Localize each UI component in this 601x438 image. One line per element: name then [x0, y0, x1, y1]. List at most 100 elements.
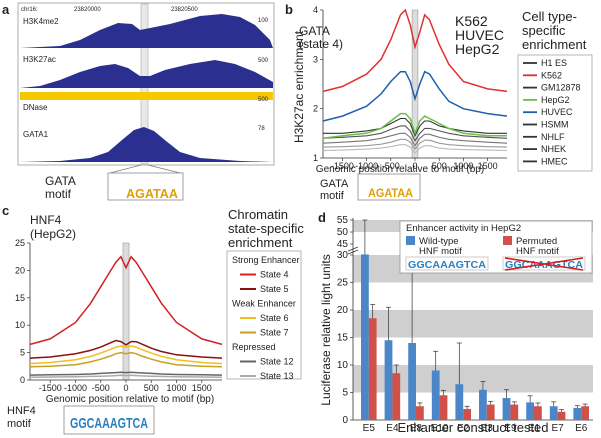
- panel-d-label: d: [318, 210, 326, 225]
- c-legend-header-3: Weak Enhancer: [232, 299, 296, 309]
- h3k4me2-track: [20, 14, 273, 48]
- d-bar-wt-e8: [408, 343, 416, 420]
- coord-right: 23820500: [171, 7, 198, 13]
- d-legend-wt-1: Wild-type: [419, 236, 459, 247]
- b-legend-label-7: NHEK: [541, 144, 566, 154]
- panel-b: b GATA (state 4) K562 HUVEC HepG2 H3K27a…: [285, 2, 593, 202]
- d-bar-perm-e2: [463, 409, 471, 420]
- b-y-tick-label: 1: [313, 153, 318, 163]
- h3k4me2-label: H3K4me2: [23, 17, 59, 26]
- panel-c: c HNF4 (HepG2) Genomic position relative…: [2, 203, 304, 435]
- c-legend-header-0: Strong Enhancer: [232, 255, 300, 265]
- c-y-tick-label: 20: [15, 265, 25, 275]
- d-bar-perm-e6: [581, 406, 589, 420]
- d-x-tick-label: E3: [481, 423, 494, 434]
- d-y-tick-label: 50: [337, 227, 349, 238]
- d-bar-wt-e2: [455, 384, 464, 420]
- b-y-tick-label: 2: [313, 104, 318, 114]
- b-series-line-hepg2: [322, 112, 507, 140]
- c-motif-label-1: HNF4: [7, 405, 36, 417]
- c-legend-label-2: State 5: [260, 284, 289, 294]
- c-legend-label-8: State 13: [260, 371, 294, 381]
- c-y-tick-label: 5: [20, 348, 25, 358]
- c-series-line-state-13: [29, 374, 223, 379]
- d-x-tick-label: E8: [410, 423, 423, 434]
- b-x-tick-label: -500: [382, 161, 400, 171]
- h3k27ac-track: [20, 60, 273, 88]
- b-legend-label-0: H1 ES: [541, 58, 567, 68]
- b-series-line-other-7: [322, 144, 508, 154]
- b-series-line-other-6: [322, 138, 508, 151]
- c-legend-box: [226, 250, 302, 380]
- d-x-tick-label: E6: [575, 423, 588, 434]
- b-series-line-other-5: [322, 132, 508, 147]
- c-x-tick-label: 500: [144, 383, 159, 393]
- a-motif-label-2: motif: [45, 187, 72, 201]
- c-legend-items: Strong Enhancer State 4 State 5 Weak Enhanc…: [232, 255, 300, 381]
- panel-a: a chr16: 23820000 23820500 H3K4me2 100 H…: [2, 2, 275, 201]
- c-legend-title-1: Chromatin: [228, 207, 288, 222]
- c-x-tick-label: -1000: [64, 383, 87, 393]
- b-motif-logo: AGATAA: [368, 186, 413, 200]
- d-legend-perm-2: HNF motif: [516, 246, 559, 257]
- b-series-label-huvec: HUVEC: [455, 27, 504, 43]
- d-y-tick-label: 30: [337, 250, 349, 261]
- d-legend-logo-wt-box: [405, 256, 489, 271]
- b-series-line-huvec: [322, 70, 508, 122]
- d-legend-swatch-wt: [406, 236, 415, 245]
- c-inset-line2: (HepG2): [30, 227, 76, 241]
- d-xlabel: Enhancer construct tested: [397, 420, 548, 435]
- d-x-tick-label: E7: [551, 423, 564, 434]
- b-legend-label-8: HMEC: [541, 156, 568, 166]
- a-motif-logo-box: [107, 172, 184, 201]
- b-series-label-k562: K562: [455, 13, 488, 29]
- c-series-line-state-7: [29, 351, 223, 368]
- c-x-tick-label: 0: [123, 383, 128, 393]
- b-x-tick-label: 1000: [453, 161, 473, 171]
- b-plot-area: -1500 -1000 -500 0 500 1000 1500 1 2 3 4: [313, 5, 508, 171]
- d-legend-logo-perm: GGCAAAGTCA: [505, 260, 583, 271]
- b-y-tick-label: 4: [313, 5, 318, 15]
- h3k27ac-max: 500: [258, 58, 269, 64]
- b-x-tick-label: 500: [432, 161, 447, 171]
- panel-b-label: b: [285, 2, 293, 17]
- b-inset-line2: (state 4): [299, 37, 343, 51]
- c-y-tick-label: 0: [20, 375, 25, 385]
- d-ylabel: Luciferase relative light units: [319, 254, 333, 405]
- d-bar-wt-e5: [361, 254, 369, 420]
- gata1-track: [20, 127, 273, 162]
- d-legend-perm-1: Permuted: [516, 236, 557, 247]
- b-series-line-k562: [322, 8, 508, 93]
- d-bar-wt-e3: [479, 389, 487, 420]
- gata1-label: GATA1: [23, 130, 49, 139]
- c-legend-label-7: State 12: [260, 357, 294, 367]
- coord-chr: chr16:: [21, 7, 38, 13]
- c-x-tick-label: -1500: [39, 383, 62, 393]
- c-motif-logo: GGCAAAGTCA: [70, 415, 148, 432]
- d-bar-perm-e7: [557, 411, 566, 420]
- d-bar-perm-e8: [416, 406, 424, 420]
- c-series-line-state-4: [29, 255, 223, 346]
- b-x-tick-label: -1000: [355, 161, 378, 171]
- d-legend-cross-mark: [504, 257, 584, 271]
- c-inset-line1: HNF4: [30, 213, 62, 227]
- h3k4me2-max: 100: [258, 18, 269, 24]
- dnase-max: 500: [258, 97, 269, 103]
- d-bar-wt-e9: [502, 398, 511, 420]
- b-legend-label-1: K562: [541, 70, 562, 80]
- b-legend-label-4: HUVEC: [541, 107, 573, 117]
- b-motif-label-1: GATA: [320, 178, 349, 190]
- d-bar-perm-e1: [534, 406, 542, 420]
- d-bar-wt-e10: [431, 370, 440, 420]
- d-bar-wt-e1: [526, 402, 534, 420]
- c-x-tick-label: 1500: [192, 383, 212, 393]
- d-grid-band-1: [353, 310, 593, 338]
- c-motif-logo-box: [63, 405, 155, 435]
- d-legend-wt-2: HNF motif: [419, 246, 462, 257]
- c-legend-header-6: Repressed: [232, 342, 276, 352]
- panel-c-label: c: [2, 203, 9, 218]
- b-inset-line1: GATA: [299, 24, 330, 38]
- c-series-line-state-12: [29, 371, 223, 376]
- dnase-label: DNase: [23, 103, 48, 112]
